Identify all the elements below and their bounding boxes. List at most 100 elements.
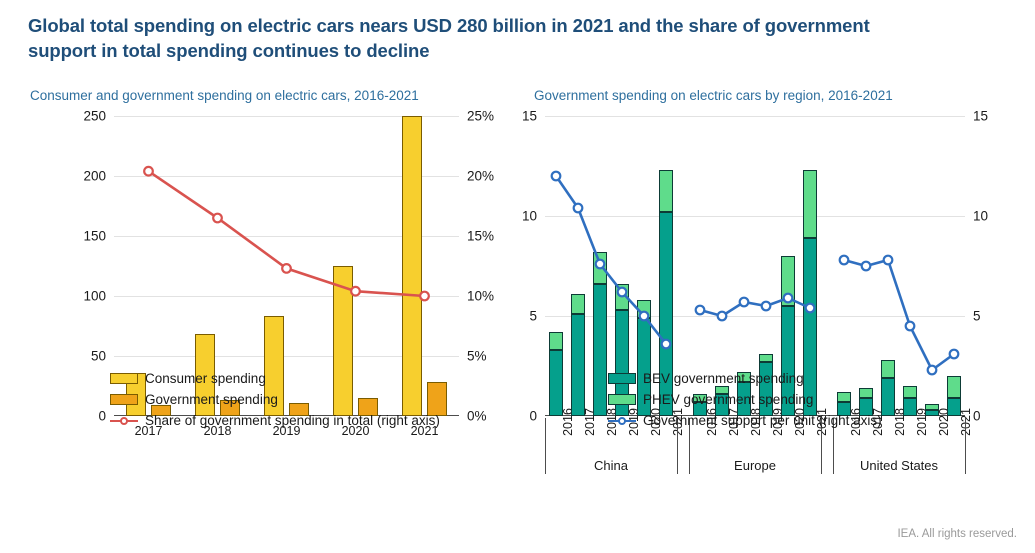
right-chart-y-tick-left: 15 <box>521 108 537 124</box>
bev-spending-bar-segment <box>549 350 563 416</box>
right-chart-y-tick-left: 5 <box>529 308 537 324</box>
government-spending-bar <box>150 405 172 416</box>
bev-spending-bar-segment <box>781 306 795 416</box>
gridline <box>114 236 459 237</box>
bev-spending-bar-segment <box>859 398 873 416</box>
bev-spending-bar-segment <box>659 212 673 416</box>
gridline <box>114 116 459 117</box>
bev-spending-bar-segment <box>947 398 961 416</box>
phev-spending-bar-segment <box>837 392 851 402</box>
left-chart-subtitle: Consumer and government spending on elec… <box>30 88 419 103</box>
bev-spending-bar-segment <box>571 314 585 416</box>
phev-spending-bar-segment <box>571 294 585 314</box>
bev-spending-bar-segment <box>715 394 729 416</box>
left-chart-y-tick: 100 <box>83 288 106 304</box>
government-support-per-unit-line-europe <box>694 292 816 322</box>
bev-spending-bar-segment <box>593 284 607 416</box>
share-line-series <box>143 165 430 302</box>
left-chart-plot-area: 0 50 100 150 200 250 0% 5% 10% 15% 20% 25% 2017 2018 2… <box>83 109 494 439</box>
government-support-per-unit-line-united-states <box>838 254 960 376</box>
legend-item-phev-government-spending: PHEV government spending <box>608 389 882 410</box>
group-separator <box>821 418 822 474</box>
phev-spending-bar-segment <box>715 386 729 394</box>
left-chart-y-tick-right: 15% <box>467 228 495 244</box>
phev-spending-bar-segment <box>925 404 939 410</box>
region-group-label: China <box>594 458 628 473</box>
phev-spending-bar-segment <box>859 388 873 398</box>
left-chart-legend: Consumer spending Government spending Sh… <box>110 368 440 431</box>
left-chart-x-tick-label: 2019 <box>272 424 301 438</box>
left-chart-y-tick-right: 25% <box>467 108 495 124</box>
phev-spending-bar-segment <box>881 360 895 378</box>
phev-swatch-icon <box>608 394 636 405</box>
consumer-spending-bar <box>194 334 216 416</box>
right-chart-y-tick-right: 10 <box>973 208 989 224</box>
right-chart-y-tick-left: 10 <box>521 208 537 224</box>
left-chart-y-tick: 0 <box>98 408 106 424</box>
legend-label-government-spending: Government spending <box>145 392 278 407</box>
left-chart-x-tick-label: 2020 <box>341 424 370 438</box>
region-group-label: Europe <box>734 458 776 473</box>
right-chart-y-tick-right: 0 <box>973 408 981 424</box>
legend-label-consumer-spending: Consumer spending <box>145 371 266 386</box>
consumer-spending-swatch-icon <box>110 373 138 384</box>
government-spending-bar <box>219 400 241 416</box>
left-chart-y-tick: 250 <box>83 108 106 124</box>
right-chart-plot-area: 005510101515201620172018201920202021Chin… <box>522 109 988 474</box>
government-spending-swatch-icon <box>110 394 138 405</box>
legend-label-share-of-government-spending: Share of government spending in total (r… <box>145 413 440 428</box>
government-spending-bar <box>288 402 310 416</box>
bev-spending-bar-segment <box>903 398 917 416</box>
page-title: Global total spending on electric cars n… <box>28 15 870 61</box>
group-separator <box>965 418 966 474</box>
left-chart-x-axis <box>114 414 459 416</box>
group-separator <box>677 418 678 474</box>
government-spending-bar <box>357 398 379 416</box>
phev-spending-bar-segment <box>737 372 751 382</box>
gridline <box>545 216 965 217</box>
government-spending-bar <box>426 382 448 416</box>
consumer-spending-bar <box>332 266 354 416</box>
legend-item-share-of-government-spending: Share of government spending in total (r… <box>110 410 440 431</box>
legend-label-bev-government-spending: BEV government spending <box>643 371 804 386</box>
left-chart-y-tick-right: 20% <box>467 168 495 184</box>
left-chart-y-tick-right: 10% <box>467 288 495 304</box>
phev-spending-bar-segment <box>947 376 961 398</box>
gridline <box>545 316 965 317</box>
left-chart-x-tick-label: 2018 <box>203 424 232 438</box>
left-chart-y-tick: 200 <box>83 168 106 184</box>
legend-item-consumer-spending: Consumer spending <box>110 368 440 389</box>
bev-spending-bar-segment <box>925 410 939 416</box>
left-chart-y-tick: 150 <box>83 228 106 244</box>
right-chart-panel: Government spending on electric cars by … <box>520 88 1032 543</box>
phev-spending-bar-segment <box>549 332 563 350</box>
bev-spending-bar-segment <box>803 238 817 416</box>
left-chart-panel: Consumer and government spending on elec… <box>18 88 518 543</box>
bev-spending-bar-segment <box>881 378 895 416</box>
bev-spending-bar-segment <box>837 402 851 416</box>
right-chart-legend: BEV government spending PHEV government … <box>608 368 882 431</box>
group-separator <box>833 418 834 474</box>
legend-item-bev-government-spending: BEV government spending <box>608 368 882 389</box>
bev-spending-bar-segment <box>693 402 707 416</box>
gridline <box>114 296 459 297</box>
legend-label-government-support-per-unit: Government support per unit (right axis) <box>643 413 882 428</box>
legend-item-government-support-per-unit: Government support per unit (right axis) <box>608 410 882 431</box>
phev-spending-bar-segment <box>903 386 917 398</box>
left-chart-x-tick-label: 2021 <box>410 424 439 438</box>
right-chart-y-tick-right: 5 <box>973 308 981 324</box>
region-group-label: United States <box>859 458 939 473</box>
right-chart-subtitle: Government spending on electric cars by … <box>534 88 893 103</box>
phev-spending-bar-segment <box>759 354 773 362</box>
bev-spending-bar-segment <box>759 362 773 416</box>
gridline <box>114 176 459 177</box>
left-chart-y-tick: 50 <box>90 348 106 364</box>
phev-spending-bar-segment <box>781 256 795 306</box>
rights-notice: IEA. All rights reserved. <box>897 528 1017 540</box>
phev-spending-bar-segment <box>803 170 817 238</box>
group-separator <box>545 418 546 474</box>
legend-label-phev-government-spending: PHEV government spending <box>643 392 814 407</box>
legend-item-government-spending: Government spending <box>110 389 440 410</box>
bev-spending-bar-segment <box>737 382 751 416</box>
left-chart-x-tick-label: 2017 <box>134 424 163 438</box>
